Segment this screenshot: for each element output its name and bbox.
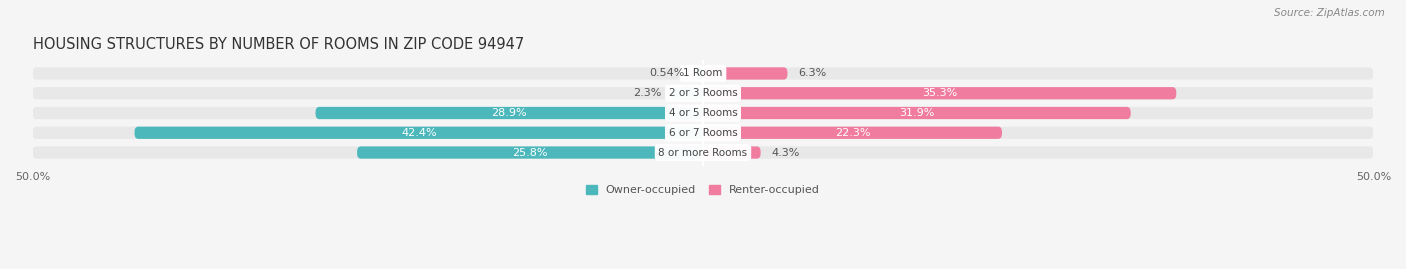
Text: 42.4%: 42.4%	[401, 128, 437, 138]
Legend: Owner-occupied, Renter-occupied: Owner-occupied, Renter-occupied	[586, 185, 820, 195]
FancyBboxPatch shape	[672, 87, 703, 99]
Text: 31.9%: 31.9%	[900, 108, 935, 118]
Text: 2 or 3 Rooms: 2 or 3 Rooms	[669, 88, 737, 98]
FancyBboxPatch shape	[32, 107, 1374, 119]
Text: 2.3%: 2.3%	[633, 88, 661, 98]
Text: 1 Room: 1 Room	[683, 69, 723, 79]
Text: 6.3%: 6.3%	[799, 69, 827, 79]
Text: HOUSING STRUCTURES BY NUMBER OF ROOMS IN ZIP CODE 94947: HOUSING STRUCTURES BY NUMBER OF ROOMS IN…	[32, 37, 524, 52]
FancyBboxPatch shape	[32, 127, 1374, 139]
FancyBboxPatch shape	[696, 67, 703, 80]
Text: Source: ZipAtlas.com: Source: ZipAtlas.com	[1274, 8, 1385, 18]
FancyBboxPatch shape	[703, 87, 1177, 99]
FancyBboxPatch shape	[703, 127, 1002, 139]
FancyBboxPatch shape	[32, 67, 1374, 80]
Text: 22.3%: 22.3%	[835, 128, 870, 138]
FancyBboxPatch shape	[315, 107, 703, 119]
FancyBboxPatch shape	[32, 146, 1374, 159]
Text: 28.9%: 28.9%	[492, 108, 527, 118]
Text: 35.3%: 35.3%	[922, 88, 957, 98]
FancyBboxPatch shape	[135, 127, 703, 139]
FancyBboxPatch shape	[703, 67, 787, 80]
Text: 0.54%: 0.54%	[650, 69, 685, 79]
Text: 8 or more Rooms: 8 or more Rooms	[658, 147, 748, 158]
Text: 25.8%: 25.8%	[512, 147, 548, 158]
Text: 6 or 7 Rooms: 6 or 7 Rooms	[669, 128, 737, 138]
Text: 4 or 5 Rooms: 4 or 5 Rooms	[669, 108, 737, 118]
FancyBboxPatch shape	[703, 107, 1130, 119]
Text: 4.3%: 4.3%	[772, 147, 800, 158]
FancyBboxPatch shape	[357, 146, 703, 159]
FancyBboxPatch shape	[32, 87, 1374, 99]
FancyBboxPatch shape	[703, 146, 761, 159]
